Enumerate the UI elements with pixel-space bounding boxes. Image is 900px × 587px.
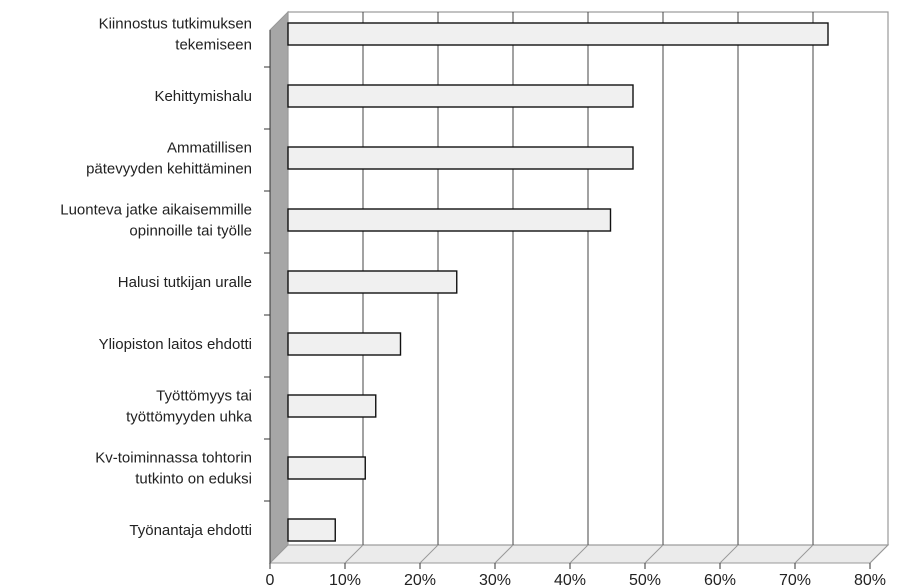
- bar: [287, 456, 366, 480]
- floor-gridline: [644, 544, 664, 564]
- x-tick-label: 60%: [704, 572, 736, 587]
- category-label-line: Halusi tutkijan uralle: [118, 274, 252, 291]
- x-tick-label: 80%: [854, 572, 886, 587]
- floor-gridline: [419, 544, 439, 564]
- category-label: Kv-toiminnassa tohtorin tutkinto on eduks…: [95, 450, 252, 488]
- floor-gridline: [869, 544, 889, 564]
- floor-gridline: [569, 544, 589, 564]
- category-label: Luonteva jatke aikaisemmille opinnoille t…: [60, 202, 252, 240]
- category-label-line: Työttömyys tai: [156, 388, 252, 405]
- bar: [287, 518, 336, 542]
- category-label-line: Kehittymishalu: [154, 88, 252, 105]
- bar: [287, 332, 402, 356]
- category-label: Ammatillisen pätevyyden kehittäminen: [86, 140, 252, 178]
- bars: [287, 22, 829, 542]
- bar: [287, 270, 458, 294]
- category-label: Kehittymishalu: [154, 88, 252, 105]
- category-label-line: Työnantaja ehdotti: [129, 522, 252, 539]
- x-tick-label: 10%: [329, 572, 361, 587]
- floor-gridline: [344, 544, 364, 564]
- category-label-line: tekemiseen: [175, 37, 252, 54]
- floor-gridline: [494, 544, 514, 564]
- category-label-line: Kiinnostus tutkimuksen: [99, 16, 252, 33]
- floor-gridline: [794, 544, 814, 564]
- category-label: Työnantaja ehdotti: [129, 522, 252, 539]
- x-tick-labels: 0 10% 20% 30% 40% 50% 60% 70% 80%: [266, 572, 886, 587]
- side-wall: [269, 10, 289, 565]
- x-tick-label: 30%: [479, 572, 511, 587]
- x-tick-label: 50%: [629, 572, 661, 587]
- category-label: Työttömyys tai työttömyyden uhka: [126, 388, 253, 426]
- axes: [264, 30, 871, 569]
- category-label: Halusi tutkijan uralle: [118, 274, 252, 291]
- category-label: Yliopiston laitos ehdotti: [99, 336, 252, 353]
- category-label-line: tutkinto on eduksi: [135, 471, 252, 488]
- category-label-line: Ammatillisen: [167, 140, 252, 157]
- bar: [287, 84, 634, 108]
- bar: [287, 146, 634, 170]
- category-label-line: opinnoille tai työlle: [129, 223, 252, 240]
- category-labels: Kiinnostus tutkimuksen tekemiseen Kehittym…: [60, 16, 252, 540]
- x-tick-label: 0: [266, 572, 275, 587]
- category-label-line: Yliopiston laitos ehdotti: [99, 336, 252, 353]
- category-label-line: Kv-toiminnassa tohtorin: [95, 450, 252, 467]
- bar: [287, 22, 829, 46]
- category-label-line: työttömyyden uhka: [126, 409, 253, 426]
- x-tick-label: 70%: [779, 572, 811, 587]
- x-tick-label: 40%: [554, 572, 586, 587]
- floor-gridline: [719, 544, 739, 564]
- bar: [287, 394, 377, 418]
- category-label: Kiinnostus tutkimuksen tekemiseen: [99, 16, 252, 54]
- bar: [287, 208, 612, 232]
- category-label-line: Luonteva jatke aikaisemmille: [60, 202, 252, 219]
- x-tick-label: 20%: [404, 572, 436, 587]
- category-label-line: pätevyyden kehittäminen: [86, 161, 252, 178]
